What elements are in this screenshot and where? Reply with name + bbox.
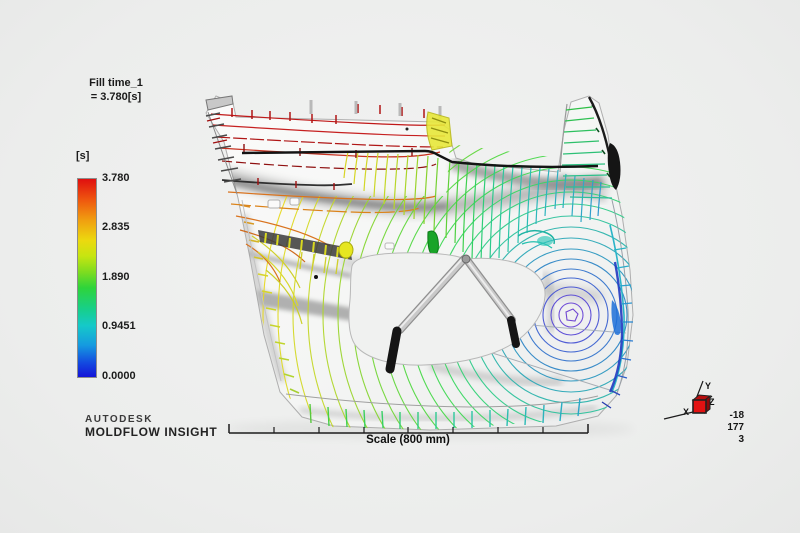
window-pillar <box>559 96 621 199</box>
logo-line-autodesk: AUTODESK <box>85 414 153 425</box>
coord-y: 177 <box>727 422 744 433</box>
logo-line-moldflow: MOLDFLOW INSIGHT <box>85 425 218 439</box>
yellow-contour-features <box>258 111 453 275</box>
legend-tick: 0.0000 <box>102 370 136 382</box>
result-max-value: = 3.780[s] <box>90 91 142 103</box>
triad-z-label: Z <box>709 397 715 407</box>
triad-cube <box>691 394 712 415</box>
red-contour-zone <box>210 100 446 170</box>
coord-x: -18 <box>729 410 744 421</box>
triad-x-label: X <box>683 407 690 417</box>
feed-runner <box>385 254 520 374</box>
right-rim-blue-band <box>601 199 634 409</box>
left-strip <box>205 95 242 195</box>
autodesk-moldflow-logo: AUTODESK MOLDFLOW INSIGHT <box>85 413 217 439</box>
coord-z: 3 <box>738 434 744 445</box>
triad-coordinate-readout: -18 177 3 <box>700 410 744 446</box>
result-name: Fill time_1 <box>89 77 143 89</box>
legend-tick: 2.835 <box>102 221 130 233</box>
legend-color-bar <box>77 178 97 378</box>
left-rim-dashes <box>239 199 300 394</box>
legend-tick: 1.890 <box>102 271 130 283</box>
runner-black-end-left <box>385 326 402 374</box>
legend-tick: 0.9451 <box>102 320 136 332</box>
sill-edge-lines <box>221 149 599 190</box>
sill-contour-comb <box>343 151 602 265</box>
result-header: Fill time_1 = 3.780[s] <box>58 76 174 104</box>
door-handle <box>607 143 621 190</box>
runner-black-end-right <box>507 316 520 348</box>
legend-tick: 3.780 <box>102 172 130 184</box>
legend-unit-label: [s] <box>76 150 90 162</box>
triad-y-label: Y <box>705 381 712 391</box>
scale-ruler <box>228 424 589 434</box>
orientation-triad[interactable] <box>663 380 713 420</box>
small-features <box>267 127 556 279</box>
